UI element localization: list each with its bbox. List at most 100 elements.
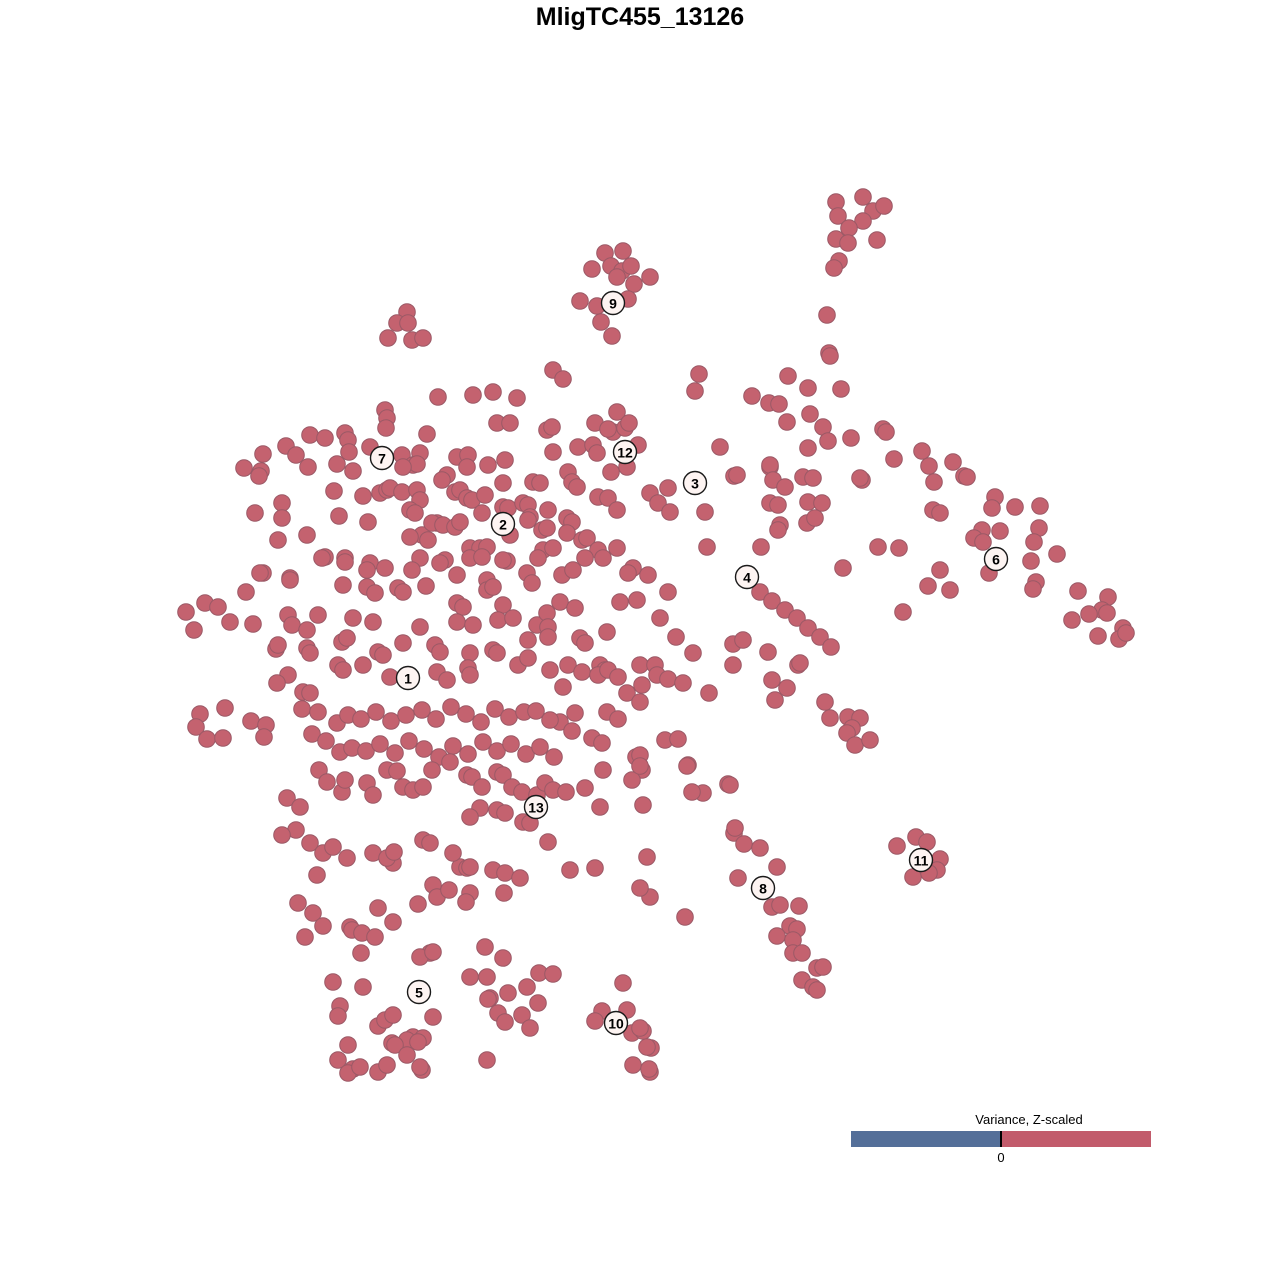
cluster-label-text: 12 [617,445,633,461]
data-point [488,742,506,760]
data-point [763,592,781,610]
data-point [318,773,336,791]
data-point [545,748,563,766]
legend-title: Variance, Z-scaled [975,1112,1083,1127]
data-point [631,656,649,674]
data-point [766,691,784,709]
data-point [729,869,747,887]
data-point [479,456,497,474]
data-point [301,644,319,662]
data-point [273,826,291,844]
data-point [398,1046,416,1064]
data-point [494,474,512,492]
data-point [334,576,352,594]
data-point [325,482,343,500]
data-point [527,702,545,720]
data-point [563,722,581,740]
data-point [531,738,549,756]
data-point [667,628,685,646]
cluster-label-circle [734,564,760,590]
data-point [1080,605,1098,623]
data-point [608,403,626,421]
data-point [543,418,561,436]
data-point [768,858,786,876]
data-point [388,762,406,780]
data-point [920,457,938,475]
cluster-label-5: 5 [406,979,432,1005]
cluster-label-6: 6 [983,546,1009,572]
cluster-label-circle [682,470,708,496]
data-point [799,379,817,397]
data-point [484,578,502,596]
data-point [696,503,714,521]
data-point [385,843,403,861]
legend-zero-tick [1000,1131,1002,1147]
data-point [888,837,906,855]
data-point [338,849,356,867]
data-point [728,466,746,484]
data-point [237,583,255,601]
data-point [661,503,679,521]
data-point [804,469,822,487]
data-point [495,884,513,902]
cluster-label-circle [523,794,549,820]
data-point [278,789,296,807]
data-point [494,551,512,569]
data-point [309,703,327,721]
data-point [287,446,305,464]
data-point [476,938,494,956]
legend-zero-label: 0 [997,1150,1005,1165]
data-point [586,1012,604,1030]
data-point [519,631,537,649]
data-point [816,693,834,711]
data-point [461,666,479,684]
data-point [472,713,490,731]
data-point [366,584,384,602]
data-point [415,740,433,758]
data-point [974,533,992,551]
data-point [411,1058,429,1076]
data-point [821,709,839,727]
data-point [409,895,427,913]
data-point [317,732,335,750]
data-point [779,367,797,385]
data-point [304,904,322,922]
data-point [568,478,586,496]
data-point [529,994,547,1012]
data-point [488,644,506,662]
data-point [588,444,606,462]
data-point [913,442,931,460]
data-point [379,329,397,347]
data-point [571,292,589,310]
data-point [502,735,520,753]
data-point [369,899,387,917]
data-point [298,526,316,544]
data-point [316,429,334,447]
data-point [958,468,976,486]
data-point [544,539,562,557]
data-point [336,553,354,571]
chart-title: MligTC455_13126 [535,3,745,31]
data-point [578,529,596,547]
data-point [364,786,382,804]
data-point [634,796,652,814]
data-point [751,839,769,857]
data-point [454,598,472,616]
data-point [931,561,949,579]
data-point [269,636,287,654]
data-point [328,455,346,473]
data-point [834,559,852,577]
data-point [461,968,479,986]
legend-positive-segment [1001,1131,1151,1147]
data-point [925,473,943,491]
data-point [296,928,314,946]
data-point [517,745,535,763]
cluster-label-text: 2 [499,517,507,533]
data-point [761,456,779,474]
data-point [619,564,637,582]
data-point [357,742,375,760]
data-point [246,504,264,522]
data-point [735,835,753,853]
data-point [842,429,860,447]
data-point [885,450,903,468]
